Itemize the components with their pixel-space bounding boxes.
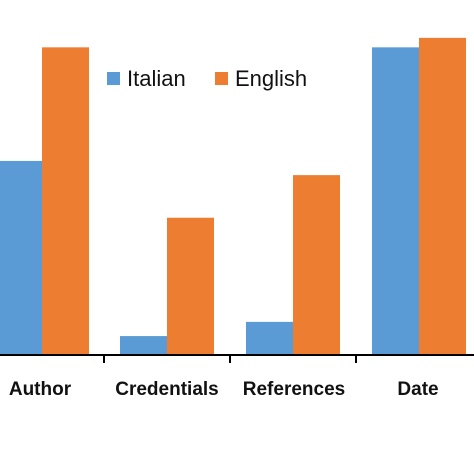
category-label-references: References [243, 379, 345, 400]
legend-swatch-italian [107, 72, 120, 85]
legend-swatch-english [215, 72, 228, 85]
bar-italian-date [372, 47, 419, 355]
bars-group [0, 37, 466, 355]
category-label-credentials: Credentials [115, 379, 218, 400]
legend-label-italian: Italian [127, 66, 186, 91]
bar-english-author [42, 47, 89, 355]
bar-english-credentials [167, 217, 214, 355]
bar-italian-references [246, 321, 293, 355]
bar-italian-credentials [120, 336, 167, 355]
bar-english-date [419, 37, 466, 355]
legend-label-english: English [235, 66, 307, 91]
legend: Italian English [107, 66, 307, 91]
category-label-date: Date [397, 379, 438, 400]
bar-english-references [293, 175, 340, 355]
category-label-author: Author [9, 379, 72, 400]
bar-italian-author [0, 160, 42, 355]
category-labels: Author Credentials References Date [9, 379, 439, 400]
x-axis-ticks [103, 355, 357, 363]
